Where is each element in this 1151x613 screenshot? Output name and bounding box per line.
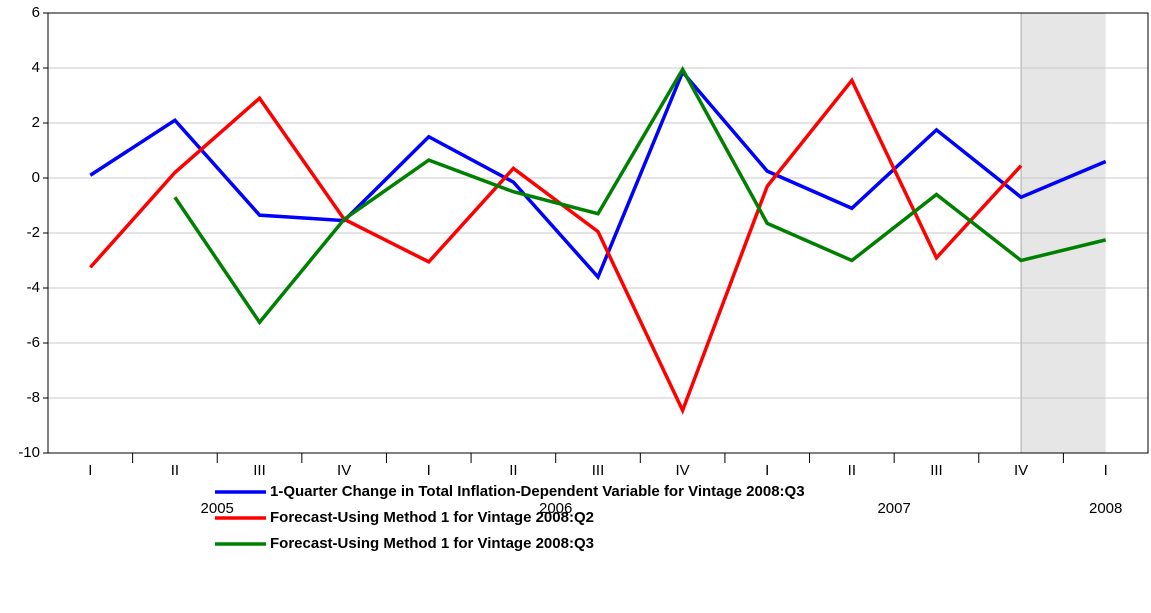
series-line (89, 77, 1023, 415)
y-tick-label: -10 (18, 444, 40, 461)
series-line (173, 65, 1107, 326)
x-tick-label: II (848, 462, 856, 479)
x-group-label: 2007 (877, 500, 910, 517)
x-group-label: 2006 (539, 500, 572, 517)
x-tick-label: I (88, 462, 92, 479)
y-tick-label: -4 (27, 279, 40, 296)
x-tick-label: III (930, 462, 943, 479)
y-tick-label: -6 (27, 334, 40, 351)
x-group-label: 2005 (201, 500, 234, 517)
x-tick-label: IV (337, 462, 351, 479)
y-tick-label: -2 (27, 224, 40, 241)
legend-label: Forecast-Using Method 1 for Vintage 2008… (270, 535, 594, 552)
x-tick-label: IV (1014, 462, 1028, 479)
series-line (89, 68, 1107, 281)
y-tick-label: 4 (32, 59, 40, 76)
x-tick-label: IV (676, 462, 690, 479)
plot-frame (47, 12, 1149, 454)
y-tick-label: 6 (32, 4, 40, 21)
y-tick-label: -8 (27, 389, 40, 406)
x-tick-label: III (592, 462, 605, 479)
y-tick-label: 0 (32, 169, 40, 186)
legend-label: Forecast-Using Method 1 for Vintage 2008… (270, 509, 594, 526)
x-tick-label: III (253, 462, 266, 479)
y-tick-label: 2 (32, 114, 40, 131)
x-tick-label: II (509, 462, 517, 479)
legend-label: 1-Quarter Change in Total Inflation-Depe… (270, 483, 805, 500)
x-group-label: 2008 (1089, 500, 1122, 517)
x-tick-label: I (765, 462, 769, 479)
x-tick-label: I (427, 462, 431, 479)
x-tick-label: II (171, 462, 179, 479)
x-tick-label: I (1104, 462, 1108, 479)
